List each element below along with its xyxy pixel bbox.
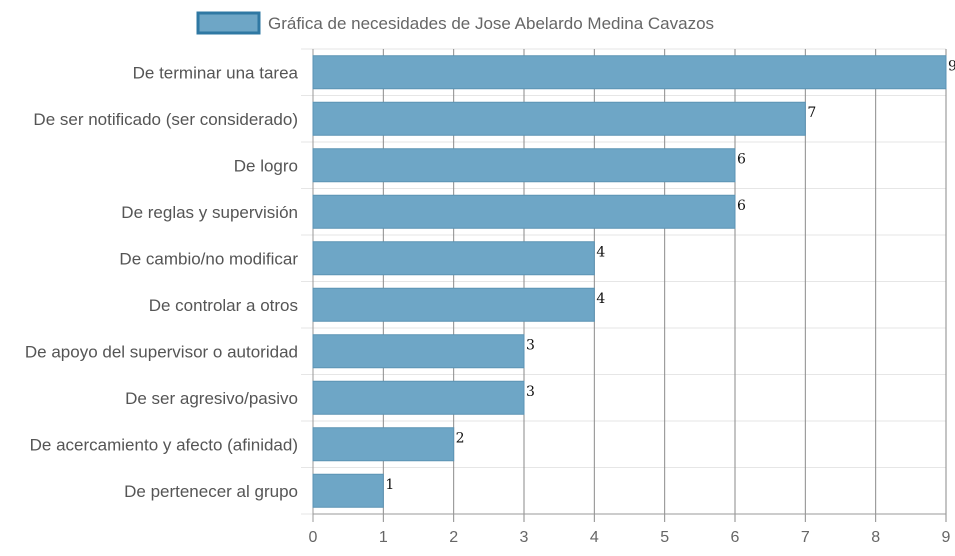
x-tick-label: 2 bbox=[449, 529, 458, 546]
category-label: De reglas y supervisión bbox=[121, 203, 298, 222]
bar-value-label: 6 bbox=[737, 198, 746, 214]
bars-group bbox=[312, 55, 947, 508]
category-label: De acercamiento y afecto (afinidad) bbox=[30, 435, 298, 454]
bar[interactable] bbox=[312, 194, 736, 229]
x-tick-label: 7 bbox=[801, 529, 810, 546]
bar[interactable] bbox=[312, 241, 595, 276]
category-label: De ser agresivo/pasivo bbox=[125, 389, 298, 408]
x-tick-label: 5 bbox=[660, 529, 669, 546]
bar-value-label: 6 bbox=[737, 151, 746, 167]
x-axis-tick-labels: 0 1 2 3 4 5 6 7 8 9 bbox=[309, 529, 951, 546]
x-tick-label: 0 bbox=[309, 529, 318, 546]
legend-swatch[interactable] bbox=[196, 11, 261, 35]
bar-value-label: 4 bbox=[596, 244, 605, 260]
bar[interactable] bbox=[312, 148, 736, 183]
category-label: De pertenecer al grupo bbox=[124, 482, 298, 501]
bar-value-label: 3 bbox=[526, 337, 535, 353]
x-tick-label: 8 bbox=[871, 529, 880, 546]
bar[interactable] bbox=[312, 55, 947, 90]
category-label: De controlar a otros bbox=[149, 296, 298, 315]
bar[interactable] bbox=[312, 334, 525, 369]
bar-value-label: 4 bbox=[596, 291, 605, 307]
bar-value-label: 2 bbox=[456, 430, 465, 446]
x-tick-label: 9 bbox=[942, 529, 951, 546]
bar-value-label: 3 bbox=[526, 384, 535, 400]
category-label: De logro bbox=[234, 156, 298, 175]
bar[interactable] bbox=[312, 380, 525, 415]
bar[interactable] bbox=[312, 101, 806, 136]
category-labels: De terminar una tarea De ser notificado (… bbox=[25, 63, 299, 501]
bar[interactable] bbox=[312, 427, 455, 462]
legend-entry-label: Gráfica de necesidades de Jose Abelardo … bbox=[268, 14, 714, 33]
bar-value-label: 1 bbox=[385, 477, 394, 493]
x-tick-label: 4 bbox=[590, 529, 599, 546]
category-label: De ser notificado (ser considerado) bbox=[33, 110, 298, 129]
bar-value-label: 7 bbox=[807, 105, 816, 121]
x-tick-label: 1 bbox=[379, 529, 388, 546]
x-tick-label: 6 bbox=[731, 529, 740, 546]
category-label: De apoyo del supervisor o autoridad bbox=[25, 342, 298, 361]
category-label: De terminar una tarea bbox=[133, 63, 299, 82]
bar[interactable] bbox=[312, 287, 595, 322]
bar[interactable] bbox=[312, 473, 384, 508]
chart-legend[interactable]: Gráfica de necesidades de Jose Abelardo … bbox=[196, 11, 714, 35]
bar-value-label: 9 bbox=[948, 58, 955, 74]
x-tick-label: 3 bbox=[520, 529, 529, 546]
data-labels: 9 7 6 6 4 4 3 3 2 1 bbox=[385, 58, 955, 493]
category-label: De cambio/no modificar bbox=[119, 249, 298, 268]
